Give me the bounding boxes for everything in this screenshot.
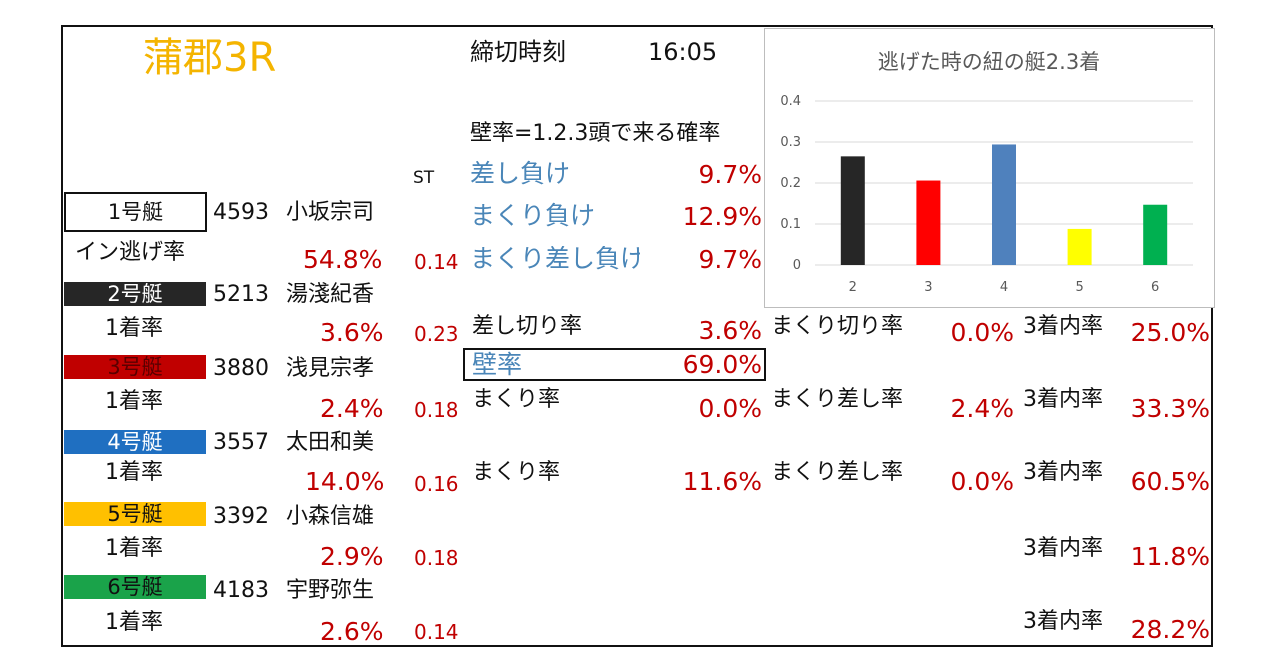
boat-3-st: 0.18 [414,398,459,422]
boat-2-st: 0.23 [414,322,459,346]
x-tick-label: 4 [1000,280,1008,295]
boat-3-label: 3号艇 [64,355,206,379]
boat-4-makuri-sashi-label: まくり差し率 [771,460,904,485]
boat-1-rate: 54.8% [303,245,383,274]
st-header: ST [413,168,435,188]
boat-6-rate: 2.6% [320,617,384,646]
boat-1-name: 小坂宗司 [286,200,375,225]
boat-2-rate: 3.6% [320,318,384,347]
boat-3-makuri-sashi-value: 2.4% [950,394,1014,423]
boat-3-top3-value: 33.3% [1130,394,1210,423]
boat-2-top3-value: 25.0% [1130,318,1210,347]
boat-5-name: 小森信雄 [286,504,375,529]
boat-4-st: 0.16 [414,472,459,496]
boat-2-makuri-label: まくり切り率 [771,314,904,339]
boat-3-id: 3880 [213,356,269,381]
boat-3-name: 浅見宗孝 [286,356,375,381]
boat-5-rate: 2.9% [320,542,384,571]
boat-2-name: 湯淺紀香 [286,282,375,307]
bar-2 [840,156,865,265]
kabe-value: 69.0% [682,350,762,379]
boat-3-makuri-sashi-label: まくり差し率 [771,387,904,412]
kabe-box [463,348,766,381]
boat-6-top3-value: 28.2% [1130,615,1210,644]
boat-2-sashi-value: 3.6% [698,316,762,345]
y-tick-label: 0.3 [780,135,801,150]
boat-6-top3-label: 3着内率 [1023,609,1103,634]
boat-4-rate-label: 1着率 [105,460,163,485]
makuri-sashi-make-label: まくり差し負け [470,246,640,271]
boat-6-id: 4183 [213,578,269,603]
chart-title: 逃げた時の紐の艇2.3着 [878,50,1100,74]
sashi-make-value: 9.7% [698,160,762,189]
boat-2-top3-label: 3着内率 [1023,314,1103,339]
boat-5-label: 5号艇 [64,502,206,526]
y-tick-label: 0 [793,258,801,273]
x-tick-label: 5 [1075,280,1083,295]
bar-6 [1143,204,1168,265]
boat-3-top3-label: 3着内率 [1023,387,1103,412]
boat-3-makuri-label: まくり率 [472,387,561,412]
boat-2-rate-label: 1着率 [105,316,163,341]
boat-6-name: 宇野弥生 [286,578,375,603]
boat-1-st: 0.14 [414,250,459,274]
makuri-make-label: まくり負け [470,201,596,230]
boat-5-rate-label: 1着率 [105,536,163,561]
boat-6-label: 6号艇 [64,575,206,599]
boat-2-label: 2号艇 [64,282,206,306]
boat-3-rate-label: 1着率 [105,389,163,414]
boat-6-st: 0.14 [414,620,459,644]
boat-5-id: 3392 [213,504,269,529]
x-tick-label: 2 [849,280,857,295]
deadline-label: 締切時刻 [470,38,566,66]
bar-3 [916,180,941,265]
boat-2-makuri-value: 0.0% [950,318,1014,347]
boat-5-st: 0.18 [414,546,459,570]
y-tick-label: 0.4 [780,94,801,109]
boat-6-rate-label: 1着率 [105,610,163,635]
boat-4-rate: 14.0% [305,467,385,496]
x-tick-label: 3 [924,280,932,295]
boat-1-rate-label: イン逃げ率 [75,240,186,265]
embedded-bar-chart: 逃げた時の紐の艇2.3着 0 0.1 0.2 0.3 0.4 2 3 4 5 6 [764,28,1215,308]
boat-3-makuri-value: 0.0% [698,394,762,423]
boat-4-top3-value: 60.5% [1130,467,1210,496]
makuri-make-value: 12.9% [682,202,762,231]
bar-4 [992,144,1016,265]
boat-3-rate: 2.4% [320,394,384,423]
y-tick-label: 0.1 [780,217,801,232]
chart-svg: 逃げた時の紐の艇2.3着 0 0.1 0.2 0.3 0.4 2 3 4 5 6 [780,50,1193,295]
y-tick-label: 0.2 [780,176,801,191]
boat-4-id: 3557 [213,430,269,455]
boat-4-makuri-value: 11.6% [682,467,762,496]
kabe-label: 壁率 [472,350,523,379]
boat-2-sashi-label: 差し切り率 [472,314,583,339]
boat-4-makuri-label: まくり率 [472,460,561,485]
makuri-sashi-make-value: 9.7% [698,245,762,274]
race-title: 蒲郡3R [143,35,277,81]
deadline-time: 16:05 [648,38,718,66]
boat-2-id: 5213 [213,282,269,307]
kabe-title: 壁率=1.2.3頭で来る確率 [470,121,721,146]
boat-4-name: 太田和美 [286,430,375,455]
boat-5-top3-value: 11.8% [1130,542,1210,571]
boat-4-makuri-sashi-value: 0.0% [950,467,1014,496]
boat-1-label: 1号艇 [64,192,207,232]
x-tick-label: 6 [1151,280,1159,295]
sheet-frame [61,25,1213,647]
boat-4-top3-label: 3着内率 [1023,460,1103,485]
bar-5 [1067,228,1092,265]
sashi-make-label: 差し負け [470,159,571,188]
boat-4-label: 4号艇 [64,430,206,454]
boat-1-id: 4593 [213,200,269,225]
boat-5-top3-label: 3着内率 [1023,536,1103,561]
